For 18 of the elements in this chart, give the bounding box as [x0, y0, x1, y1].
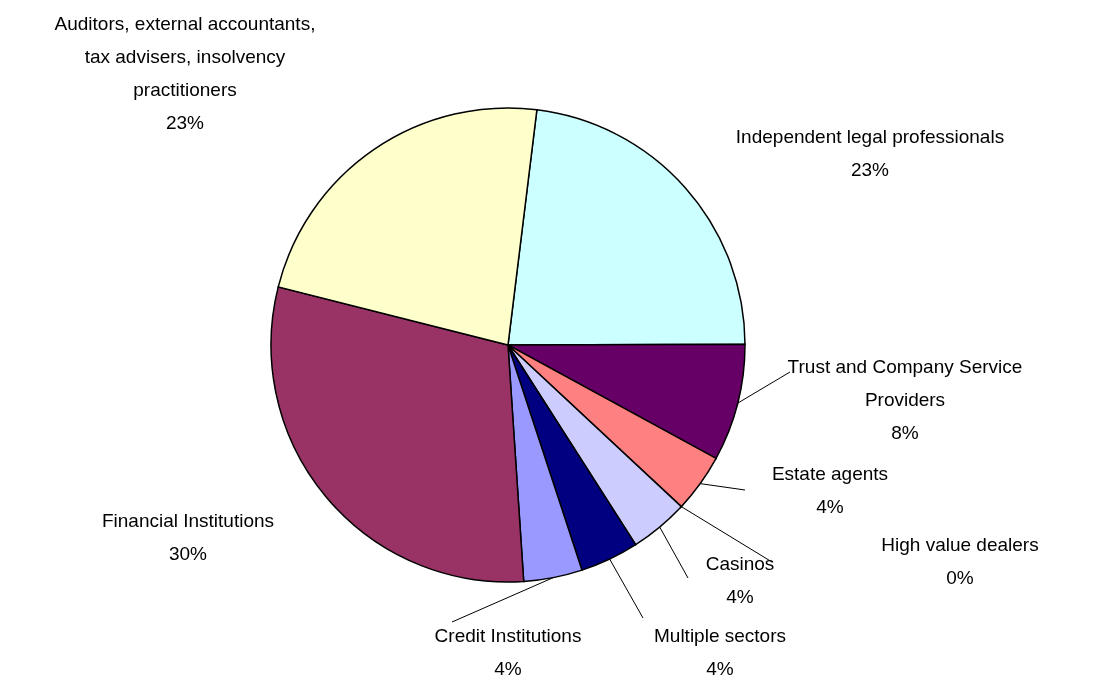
slice-label: Estate agents — [771, 463, 889, 484]
data-label: 8% — [891, 422, 919, 443]
slice-label: Multiple sectors — [654, 625, 786, 646]
data-label: 4% — [726, 586, 754, 607]
data-label: 4% — [816, 496, 844, 517]
data-label: 30% — [168, 543, 208, 564]
slice-label: Independent legal professionals — [735, 126, 1005, 147]
text: 0% — [946, 567, 974, 588]
data-label: 23% — [165, 112, 205, 133]
slice-label: Auditors, external accountants, tax advisers, insolvency practitioners — [54, 13, 316, 100]
slice-label: Financial Institutions — [101, 510, 275, 531]
category-label: High value dealers — [881, 534, 1039, 555]
slice-label: Trust and Company Service Providers — [787, 356, 1023, 410]
slice-label: Casinos — [705, 553, 775, 574]
data-label: 4% — [494, 658, 522, 679]
data-label: 4% — [706, 658, 734, 679]
data-label: 23% — [850, 159, 890, 180]
slice-label: Credit Institutions — [434, 625, 582, 646]
